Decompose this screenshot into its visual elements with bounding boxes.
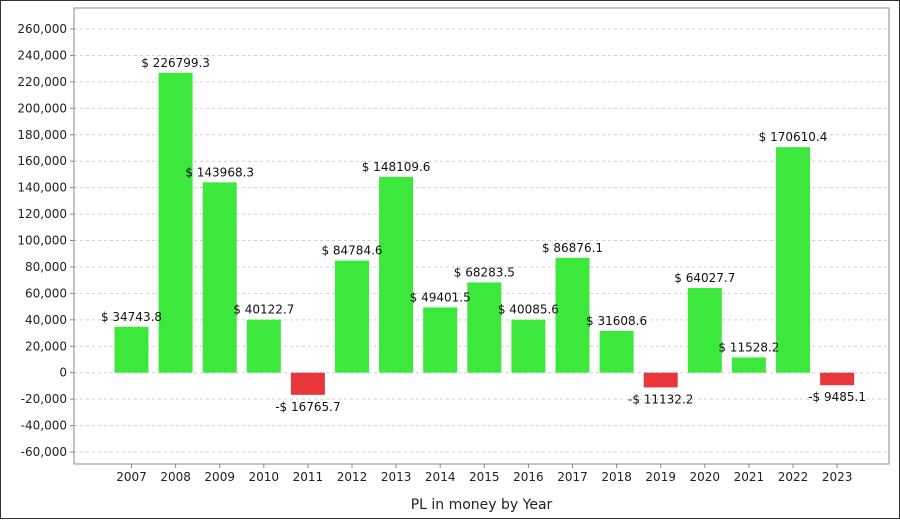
x-tick-label: 2013	[381, 470, 412, 484]
x-tick-label: 2008	[160, 470, 191, 484]
bar-2015	[467, 282, 502, 373]
y-tick-label: 120,000	[17, 207, 67, 221]
y-tick-label: 100,000	[17, 234, 67, 248]
x-tick-label: 2019	[645, 470, 676, 484]
x-tick-label: 2009	[204, 470, 235, 484]
y-tick-label: -20,000	[21, 392, 67, 406]
data-label: $ 84784.6	[321, 244, 382, 258]
bar-2013	[379, 176, 414, 373]
data-label: $ 148109.6	[362, 160, 431, 174]
data-label: $ 49401.5	[410, 290, 471, 304]
bar-2017	[555, 257, 590, 373]
bar-2009	[202, 182, 237, 373]
x-tick-label: 2018	[601, 470, 632, 484]
data-label: $ 226799.3	[141, 56, 210, 70]
y-tick-label: 140,000	[17, 181, 67, 195]
bars	[114, 72, 855, 395]
x-tick-label: 2020	[690, 470, 721, 484]
x-tick-label: 2012	[337, 470, 368, 484]
data-label: $ 40085.6	[498, 303, 559, 317]
y-tick-label: 20,000	[25, 339, 67, 353]
bar-2018	[599, 330, 634, 373]
y-axis-ticks: 260,000 240,000 220,000 200,000 180,000 160,0…	[17, 22, 74, 459]
y-tick-label: 80,000	[25, 260, 67, 274]
data-label: $ 11528.2	[718, 340, 779, 354]
data-labels: $ 34743.8 $ 226799.3 $ 143968.3 $ 40122.7 -$…	[101, 56, 866, 414]
bar-2014	[423, 307, 458, 373]
bar-2010	[246, 319, 281, 373]
x-tick-label: 2017	[557, 470, 588, 484]
y-tick-label: 240,000	[17, 48, 67, 62]
x-tick-label: 2007	[116, 470, 147, 484]
bar-2012	[335, 260, 369, 373]
data-label: -$ 16765.7	[275, 400, 340, 414]
y-tick-label: 60,000	[25, 286, 67, 300]
y-tick-label: 180,000	[17, 128, 67, 142]
x-tick-label: 2014	[425, 470, 456, 484]
data-label: $ 34743.8	[101, 310, 162, 324]
data-label: -$ 11132.2	[628, 392, 693, 406]
x-tick-label: 2011	[293, 470, 324, 484]
bar-2020	[687, 288, 722, 373]
y-tick-label: 160,000	[17, 154, 67, 168]
data-label: $ 68283.5	[454, 265, 515, 279]
bar-2007	[114, 326, 149, 373]
x-tick-label: 2010	[249, 470, 280, 484]
data-label: $ 40122.7	[233, 303, 294, 317]
bar-2011	[290, 372, 325, 395]
x-tick-label: 2021	[734, 470, 765, 484]
bar-2023	[820, 372, 855, 386]
bar-2016	[511, 319, 546, 373]
grid-lines	[74, 28, 889, 453]
x-tick-label: 2022	[778, 470, 809, 484]
data-label: $ 31608.6	[586, 314, 647, 328]
x-axis-ticks: 2007 2008 2009 2010 2011 2012 2013 2014 2015 2016…	[116, 464, 852, 484]
plot-area-border	[73, 7, 890, 465]
data-label: $ 86876.1	[542, 241, 603, 255]
y-tick-label: -40,000	[21, 419, 67, 433]
data-label: $ 143968.3	[185, 165, 254, 179]
bar-2021	[731, 357, 766, 373]
data-label: -$ 9485.1	[808, 390, 866, 404]
data-label: $ 170610.4	[759, 130, 828, 144]
bar-2008	[158, 72, 193, 373]
y-tick-label: 260,000	[17, 22, 67, 36]
y-tick-label: 0	[59, 366, 67, 380]
bar-2022	[776, 147, 810, 373]
x-tick-label: 2015	[469, 470, 500, 484]
y-tick-label: -60,000	[21, 445, 67, 459]
x-tick-label: 2016	[513, 470, 544, 484]
y-tick-label: 200,000	[17, 101, 67, 115]
bar-2019	[643, 372, 678, 388]
x-tick-label: 2023	[822, 470, 853, 484]
y-tick-label: 40,000	[25, 313, 67, 327]
x-axis-title: PL in money by Year	[411, 497, 553, 513]
y-tick-label: 220,000	[17, 75, 67, 89]
data-label: $ 64027.7	[674, 271, 735, 285]
